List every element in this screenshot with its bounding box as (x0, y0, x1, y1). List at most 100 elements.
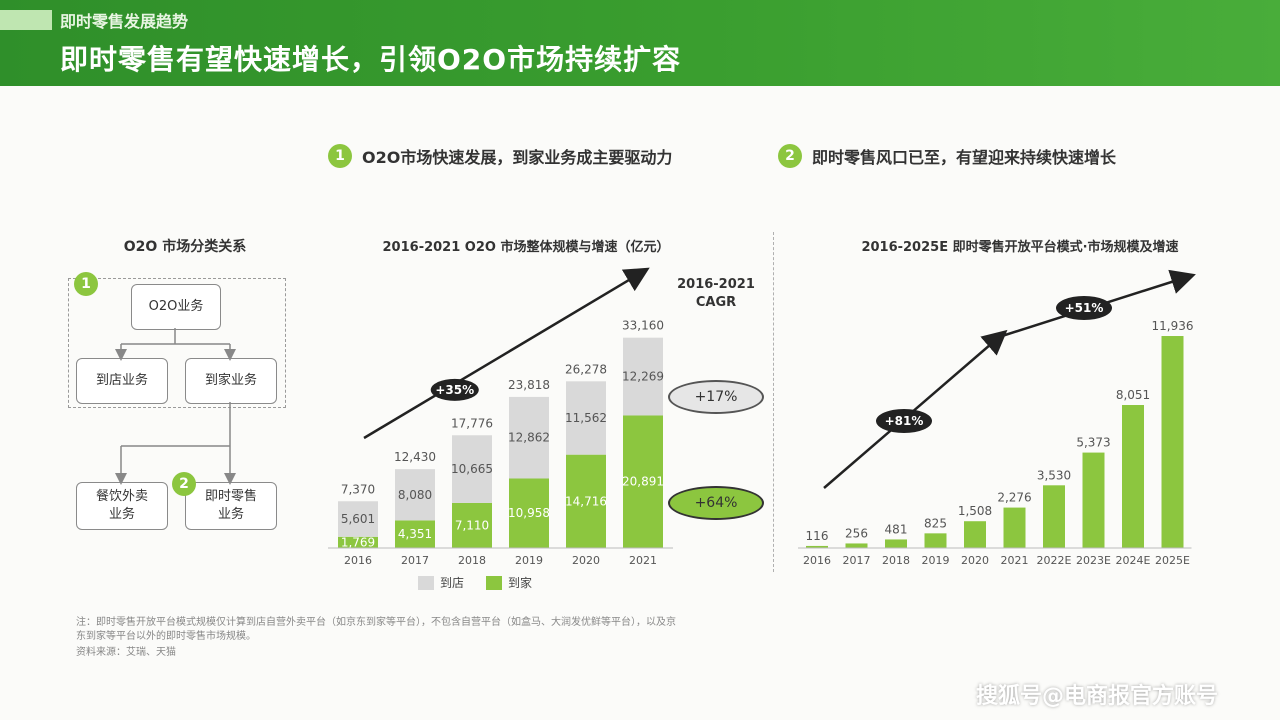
bullet-1: 1 O2O市场快速发展，到家业务成主要驱动力 (328, 144, 672, 168)
source-note: 资料来源：艾瑞、天猫 (76, 647, 176, 658)
bar-home-2018 (452, 502, 492, 548)
label-2025E: 11,936 (1152, 319, 1194, 333)
tick-2018: 2018 (882, 554, 910, 567)
bar-2021 (1003, 507, 1026, 548)
bar-2017 (845, 543, 868, 548)
label-total-2016: 7,370 (341, 482, 375, 496)
bar-store-2021 (623, 337, 663, 416)
label-2018: 481 (885, 522, 908, 536)
chart1-growth-label: +35% (435, 383, 474, 397)
legend-home-label: 到家 (508, 576, 533, 590)
chart1-growth-bubble (430, 378, 479, 401)
chart2-svg: 116 2016 256 2017 481 2018 825 2019 1,508 2020 2,2… (798, 269, 1196, 567)
diagram-badge-2: 2 (172, 472, 196, 496)
legend-home-swatch (486, 575, 502, 590)
chart2-growth-label-1: +81% (885, 414, 924, 428)
footnote: 注：即时零售开放平台模式规模仅计算到店自营外卖平台（如京东到家等平台），不包含自… (76, 617, 676, 642)
bar-2024E (1122, 405, 1144, 548)
label-store-2018: 10,665 (451, 462, 493, 476)
chart1-trend-arrow (363, 267, 650, 440)
label-2017: 256 (845, 526, 868, 540)
label-store-2021: 12,269 (622, 370, 664, 384)
cagr-title-line1: 2016-2021 (677, 277, 755, 292)
legend-store-swatch (418, 575, 434, 590)
bar-store-2019 (509, 396, 549, 479)
chart1-svg: 1,769 5,601 7,370 2016 4,351 8,080 12,430 2017 7… (328, 267, 673, 567)
label-2023E: 5,373 (1076, 436, 1110, 450)
bullet-1-number: 1 (328, 144, 352, 168)
tick-2020: 2020 (572, 554, 600, 567)
tick-2018: 2018 (458, 554, 486, 567)
label-total-2018: 17,776 (451, 416, 493, 430)
box-delivery: 到家业务 (185, 358, 277, 404)
diagram-badge-1: 1 (74, 272, 98, 296)
bar-store-2017 (395, 469, 435, 521)
diagram-connectors (115, 328, 236, 485)
bar-2022E (1043, 485, 1065, 548)
bar-home-2017 (395, 520, 435, 548)
label-home-2018: 7,110 (455, 518, 489, 532)
label-home-2016: 1,769 (341, 535, 375, 549)
tick-2016: 2016 (803, 554, 831, 567)
cagr-title: 2016-2021 CAGR (666, 276, 766, 312)
box-instant-retail: 即时零售 业务 (185, 482, 277, 530)
label-2022E: 3,530 (1037, 468, 1071, 482)
bar-home-2020 (566, 454, 606, 548)
label-store-2017: 8,080 (398, 488, 432, 502)
bar-2025E (1161, 336, 1184, 548)
chart2-growth-bubble-2 (1056, 296, 1112, 320)
chart2-growth-bubble-1 (876, 409, 932, 433)
legend-store-label: 到店 (440, 576, 465, 590)
bar-home-2021 (623, 415, 663, 548)
cagr-title-line2: CAGR (695, 295, 737, 310)
legend-store: 到店 (418, 574, 464, 591)
diagram-dashed-group (68, 278, 286, 408)
legend-home: 到家 (486, 574, 532, 591)
label-total-2020: 26,278 (565, 362, 607, 376)
cagr-store-pill: +17% (668, 380, 764, 414)
chart1-title: 2016-2021 O2O 市场整体规模与增速（亿元） (382, 240, 670, 255)
tick-2023E: 2023E (1076, 554, 1111, 567)
tick-2022E: 2022E (1037, 554, 1072, 567)
box-food-delivery: 餐饮外卖 业务 (76, 482, 168, 530)
header-subtitle: 即时零售发展趋势 (60, 12, 189, 31)
label-home-2020: 14,716 (565, 494, 607, 508)
bar-2019 (924, 533, 947, 548)
label-total-2019: 23,818 (508, 378, 550, 392)
header-banner: 即时零售发展趋势 即时零售有望快速增长，引领O2O市场持续扩容 (0, 0, 1280, 86)
bar-home-2016 (338, 536, 378, 548)
label-2021: 2,276 (997, 491, 1031, 505)
bar-2016 (806, 545, 828, 548)
label-home-2017: 4,351 (398, 527, 432, 541)
watermark: 搜狐号@电商报官方账号 (976, 684, 1219, 709)
box-in-store: 到店业务 (76, 358, 168, 404)
bullet-1-text: O2O市场快速发展，到家业务成主要驱动力 (362, 148, 673, 167)
bullet-2: 2 即时零售风口已至，有望迎来持续快速增长 (778, 144, 1116, 168)
tick-2021: 2021 (629, 554, 657, 567)
bar-store-2016 (338, 501, 378, 537)
chart2-growth-label-2: +51% (1065, 301, 1104, 315)
label-total-2021: 33,160 (622, 319, 664, 333)
tick-2017: 2017 (843, 554, 871, 567)
bullet-2-text: 即时零售风口已至，有望迎来持续快速增长 (812, 148, 1117, 167)
tick-2017: 2017 (401, 554, 429, 567)
bar-home-2019 (509, 478, 549, 548)
tick-2021: 2021 (1001, 554, 1029, 567)
diagram-title: O2O 市场分类关系 (123, 239, 247, 255)
chart2-title: 2016-2025E 即时零售开放平台模式·市场规模及增速 (861, 240, 1179, 255)
tick-2016: 2016 (344, 554, 372, 567)
section-divider (773, 232, 774, 572)
bar-2023E (1082, 452, 1105, 548)
label-total-2017: 12,430 (394, 450, 436, 464)
label-2020: 1,508 (958, 504, 992, 518)
label-store-2020: 11,562 (565, 411, 607, 425)
page-title: 即时零售有望快速增长，引领O2O市场持续扩容 (60, 43, 682, 76)
tick-2019: 2019 (922, 554, 950, 567)
tick-2024E: 2024E (1116, 554, 1151, 567)
label-home-2021: 20,891 (622, 475, 664, 489)
tick-2020: 2020 (961, 554, 989, 567)
bar-store-2020 (566, 381, 606, 455)
bar-store-2018 (452, 435, 492, 503)
box-o2o: O2O业务 (131, 284, 221, 330)
label-2024E: 8,051 (1116, 388, 1150, 402)
